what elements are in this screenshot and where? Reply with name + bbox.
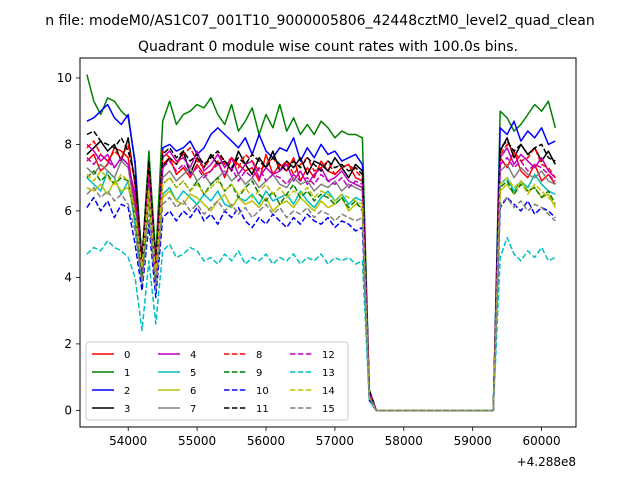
legend-label-6: 6 — [190, 386, 196, 397]
x-axis: 54000 55000 56000 57000 58000 59000 60000 — [109, 427, 561, 448]
y-tick-label: 2 — [64, 337, 72, 351]
legend-label-2: 2 — [124, 386, 130, 397]
legend-label-9: 9 — [256, 368, 262, 379]
figure-suptitle: n file: modeM0/AS1C07_001T10_9000005806_… — [45, 13, 594, 29]
legend-label-10: 10 — [256, 386, 269, 397]
x-offset-label: +4.288e8 — [517, 455, 576, 469]
series-line-15 — [86, 186, 556, 412]
legend-box — [85, 341, 349, 421]
legend-label-14: 14 — [322, 386, 335, 397]
legend-label-12: 12 — [322, 350, 335, 361]
y-tick-label: 8 — [64, 137, 72, 151]
legend-label-11: 11 — [256, 404, 269, 415]
x-tick-label: 60000 — [522, 434, 560, 448]
legend-label-5: 5 — [190, 368, 196, 379]
chart-title: Quadrant 0 module wise count rates with … — [138, 39, 518, 55]
x-tick-label: 55000 — [178, 434, 216, 448]
legend-label-13: 13 — [322, 368, 335, 379]
legend-label-15: 15 — [322, 404, 335, 415]
y-tick-label: 10 — [57, 71, 72, 85]
y-tick-label: 4 — [64, 270, 72, 284]
legend-label-7: 7 — [190, 404, 196, 415]
legend-label-4: 4 — [190, 350, 196, 361]
axes-frame — [79, 57, 577, 428]
plot-series — [86, 74, 557, 412]
legend-label-8: 8 — [256, 350, 262, 361]
x-tick-label: 56000 — [247, 434, 285, 448]
legend-label-0: 0 — [124, 350, 130, 361]
x-tick-label: 59000 — [454, 434, 492, 448]
x-tick-label: 54000 — [109, 434, 147, 448]
x-tick-label: 57000 — [316, 434, 354, 448]
y-axis: 0 2 4 6 8 10 — [57, 71, 80, 417]
y-tick-label: 0 — [64, 403, 72, 417]
series-line-12 — [86, 153, 556, 412]
x-tick-label: 58000 — [385, 434, 423, 448]
legend-label-1: 1 — [124, 368, 130, 379]
legend-label-3: 3 — [124, 404, 130, 415]
y-tick-label: 6 — [64, 204, 72, 218]
